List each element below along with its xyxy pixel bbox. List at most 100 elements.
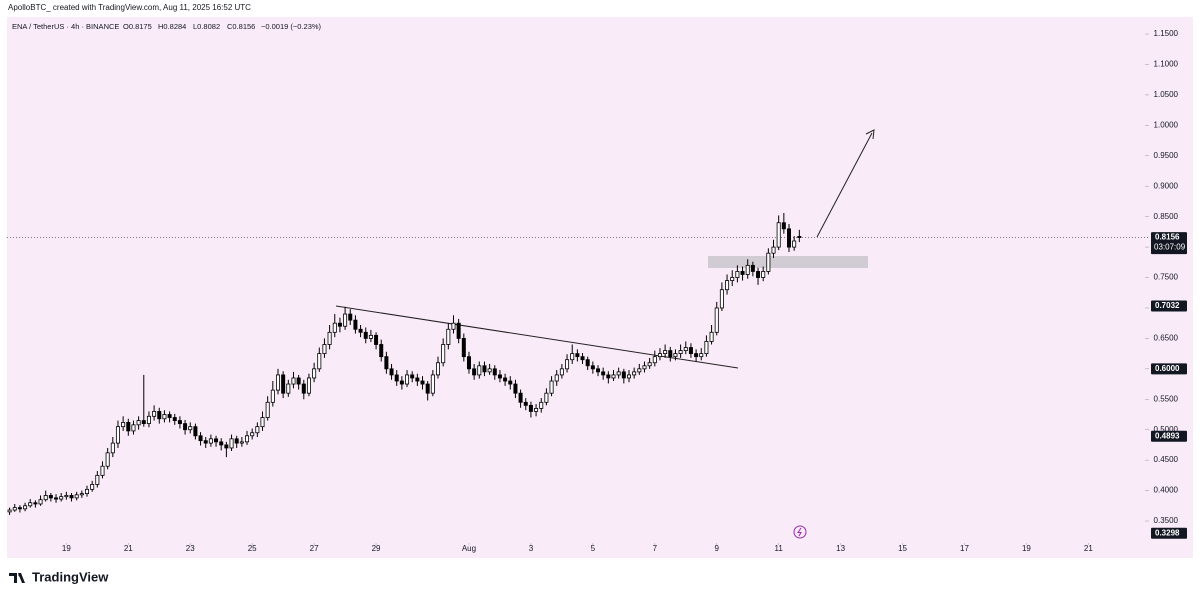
candle-body (250, 432, 255, 437)
candle-body (725, 280, 730, 291)
x-tick-label: 19 (1022, 544, 1031, 553)
candle-body (399, 380, 404, 385)
y-tick-label: 0.4500 (1154, 455, 1179, 464)
candle-body (100, 465, 105, 476)
x-tick-label: 5 (591, 544, 596, 553)
candle-body (565, 359, 570, 370)
candle-body (275, 374, 280, 391)
x-tick-label: 21 (1084, 544, 1093, 553)
y-tick-label: 1.1000 (1154, 60, 1179, 69)
y-tick-label: 0.9000 (1154, 181, 1179, 190)
candle-body (384, 356, 389, 370)
y-tick-label: 0.8500 (1154, 212, 1179, 221)
close-value: C0.8156 (227, 22, 255, 31)
candle-body (719, 289, 724, 309)
candle-body (446, 328, 451, 345)
candle-body (405, 374, 410, 385)
candle-body (647, 362, 652, 367)
candle-body (188, 426, 193, 431)
candle-body (477, 365, 482, 376)
candle-body (503, 377, 508, 382)
candle-body (105, 452, 110, 467)
x-tick-label: 25 (248, 544, 257, 553)
y-tick-label: 0.5500 (1154, 394, 1179, 403)
x-tick-label: 9 (715, 544, 720, 553)
symbol: ENA / TetherUS · 4h · BINANCE (12, 22, 119, 31)
candle-body (90, 484, 95, 490)
candle-body (353, 319, 358, 330)
x-tick-label: 3 (529, 544, 534, 553)
candle-body (286, 383, 291, 394)
candle-body (410, 374, 415, 379)
candle-body (570, 353, 575, 361)
price-badge (1151, 232, 1187, 255)
x-tick-label: 27 (310, 544, 319, 553)
candle-body (508, 380, 513, 385)
candle-body (224, 444, 229, 449)
candle-body (291, 377, 296, 385)
candle-body (317, 353, 322, 370)
candle-body (332, 322, 337, 333)
candle-body (528, 404, 533, 412)
credit: ApolloBTC_ created with TradingView.com,… (8, 3, 251, 12)
candle-body (688, 347, 693, 355)
candle-body (792, 240, 797, 248)
x-tick-label: 17 (960, 544, 969, 553)
candle-body (265, 401, 270, 418)
arrow-line (816, 132, 873, 238)
candle-body (415, 377, 420, 382)
candle-body (704, 341, 709, 355)
candle-body (23, 505, 28, 510)
candle-body (312, 368, 317, 379)
candle-body (214, 438, 219, 443)
price-badge (1151, 300, 1187, 312)
candle-body (28, 502, 33, 507)
price-badge-label: 0.4893 (1155, 431, 1180, 440)
event-bolt (797, 527, 802, 537)
candle-body (343, 313, 348, 327)
event-icon (793, 525, 807, 539)
x-tick-label: 13 (836, 544, 845, 553)
candle-body (554, 374, 559, 382)
candle-body (69, 495, 74, 499)
candle-body (797, 236, 802, 238)
candle-body (580, 356, 585, 361)
y-tick-label: 0.3500 (1154, 516, 1179, 525)
candle-body (678, 350, 683, 355)
low-value: L0.8082 (193, 22, 220, 31)
price-badge (1151, 430, 1187, 442)
candle-body (513, 383, 518, 394)
candle-body (54, 497, 59, 500)
candle-body (306, 377, 311, 394)
candle-body (761, 271, 766, 278)
candle-body (208, 438, 213, 444)
candle-body (694, 353, 699, 358)
candle-body (394, 374, 399, 382)
candle-body (466, 356, 471, 370)
candle-body (539, 401, 544, 409)
candle-body (296, 377, 301, 385)
candle-body (17, 507, 22, 510)
candle-body (549, 380, 554, 394)
candle-body (95, 474, 100, 485)
price-badge-label: 0.3298 (1155, 528, 1180, 537)
x-tick-label: 15 (898, 544, 907, 553)
candle-body (177, 420, 182, 425)
candle-body (451, 322, 456, 330)
candle-body (281, 374, 286, 394)
price-badge (1151, 363, 1187, 375)
candle-body (559, 368, 564, 376)
x-tick-label: 19 (62, 544, 71, 553)
candle-body (219, 441, 224, 446)
candle-body (358, 328, 363, 333)
candle-body (162, 414, 167, 420)
candle-body (616, 371, 621, 376)
candle-body (64, 495, 69, 498)
candle-body (327, 331, 332, 345)
candle-body (337, 322, 342, 327)
candle-body (389, 368, 394, 376)
candle-body (652, 356, 657, 364)
x-tick-label: 23 (186, 544, 195, 553)
candle-body (787, 228, 792, 248)
